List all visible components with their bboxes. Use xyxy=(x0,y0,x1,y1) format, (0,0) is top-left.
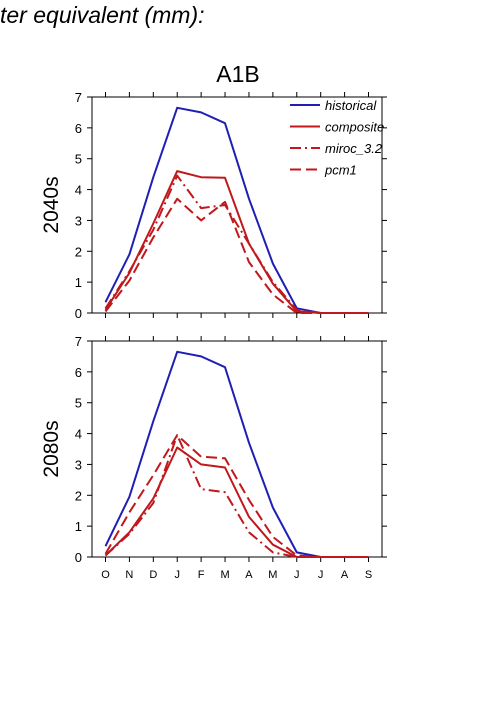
x-tick-label: N xyxy=(125,569,133,581)
series-line-pcm1 xyxy=(104,197,369,314)
scenario-title: A1B xyxy=(216,61,259,87)
y-tick-label: 5 xyxy=(75,152,82,167)
x-tick-label: A xyxy=(341,569,349,581)
y-tick-label: 5 xyxy=(75,396,82,411)
plot-frame xyxy=(91,340,383,558)
x-tick-label: D xyxy=(149,569,157,581)
legend: historical composite miroc_3.2 pcm1 xyxy=(290,98,384,178)
x-tick-label: F xyxy=(198,569,205,581)
plot-frame xyxy=(91,96,383,314)
y-tick-label: 1 xyxy=(75,519,82,534)
series-line-miroc-3-2 xyxy=(104,434,369,558)
x-tick-label: J xyxy=(318,569,324,581)
series-line-historical xyxy=(104,350,369,558)
y-tick-label: 2 xyxy=(75,488,82,503)
y-tick-label: 0 xyxy=(75,306,82,321)
x-tick-label: J xyxy=(174,569,180,581)
y-tick-label: 1 xyxy=(75,275,82,290)
x-tick-label: J xyxy=(294,569,300,581)
x-tick-label: M xyxy=(268,569,277,581)
x-tick-label: O xyxy=(101,569,110,581)
y-tick-label: 0 xyxy=(75,550,82,565)
y-tick-label: 2 xyxy=(75,244,82,259)
series-line-pcm1 xyxy=(104,434,369,558)
y-tick-label: 6 xyxy=(75,121,82,136)
y-tick-label: 4 xyxy=(75,427,82,442)
panel-label: 2040s xyxy=(40,176,63,233)
series-line-composite xyxy=(104,170,369,314)
legend-label: miroc_3.2 xyxy=(325,141,383,156)
y-tick-label: 7 xyxy=(75,90,82,105)
panel-2: 0 1 2 3 4 5 6 7 O N D J F M A M J J A S 2080s xyxy=(40,334,387,581)
legend-label: pcm1 xyxy=(324,163,357,178)
y-tick-label: 7 xyxy=(75,334,82,349)
x-tick-label: M xyxy=(220,569,229,581)
y-tick-label: 6 xyxy=(75,365,82,380)
series-line-miroc-3-2 xyxy=(104,174,369,314)
page-title: ter equivalent (mm): xyxy=(0,2,205,28)
x-tick-label: A xyxy=(245,569,253,581)
series-line-composite xyxy=(104,446,369,558)
legend-label: composite xyxy=(325,120,384,135)
panel-label: 2080s xyxy=(40,420,63,477)
y-tick-label: 3 xyxy=(75,213,82,228)
legend-label: historical xyxy=(325,98,377,113)
panel-1: 0 1 2 3 4 5 6 7 2040s historical composite miroc_3.… xyxy=(40,90,387,321)
y-tick-label: 4 xyxy=(75,183,82,198)
x-tick-label: S xyxy=(365,569,372,581)
y-tick-label: 3 xyxy=(75,457,82,472)
panels-layer: 0 1 2 3 4 5 6 7 2040s historical composite miroc_3.… xyxy=(40,90,387,581)
